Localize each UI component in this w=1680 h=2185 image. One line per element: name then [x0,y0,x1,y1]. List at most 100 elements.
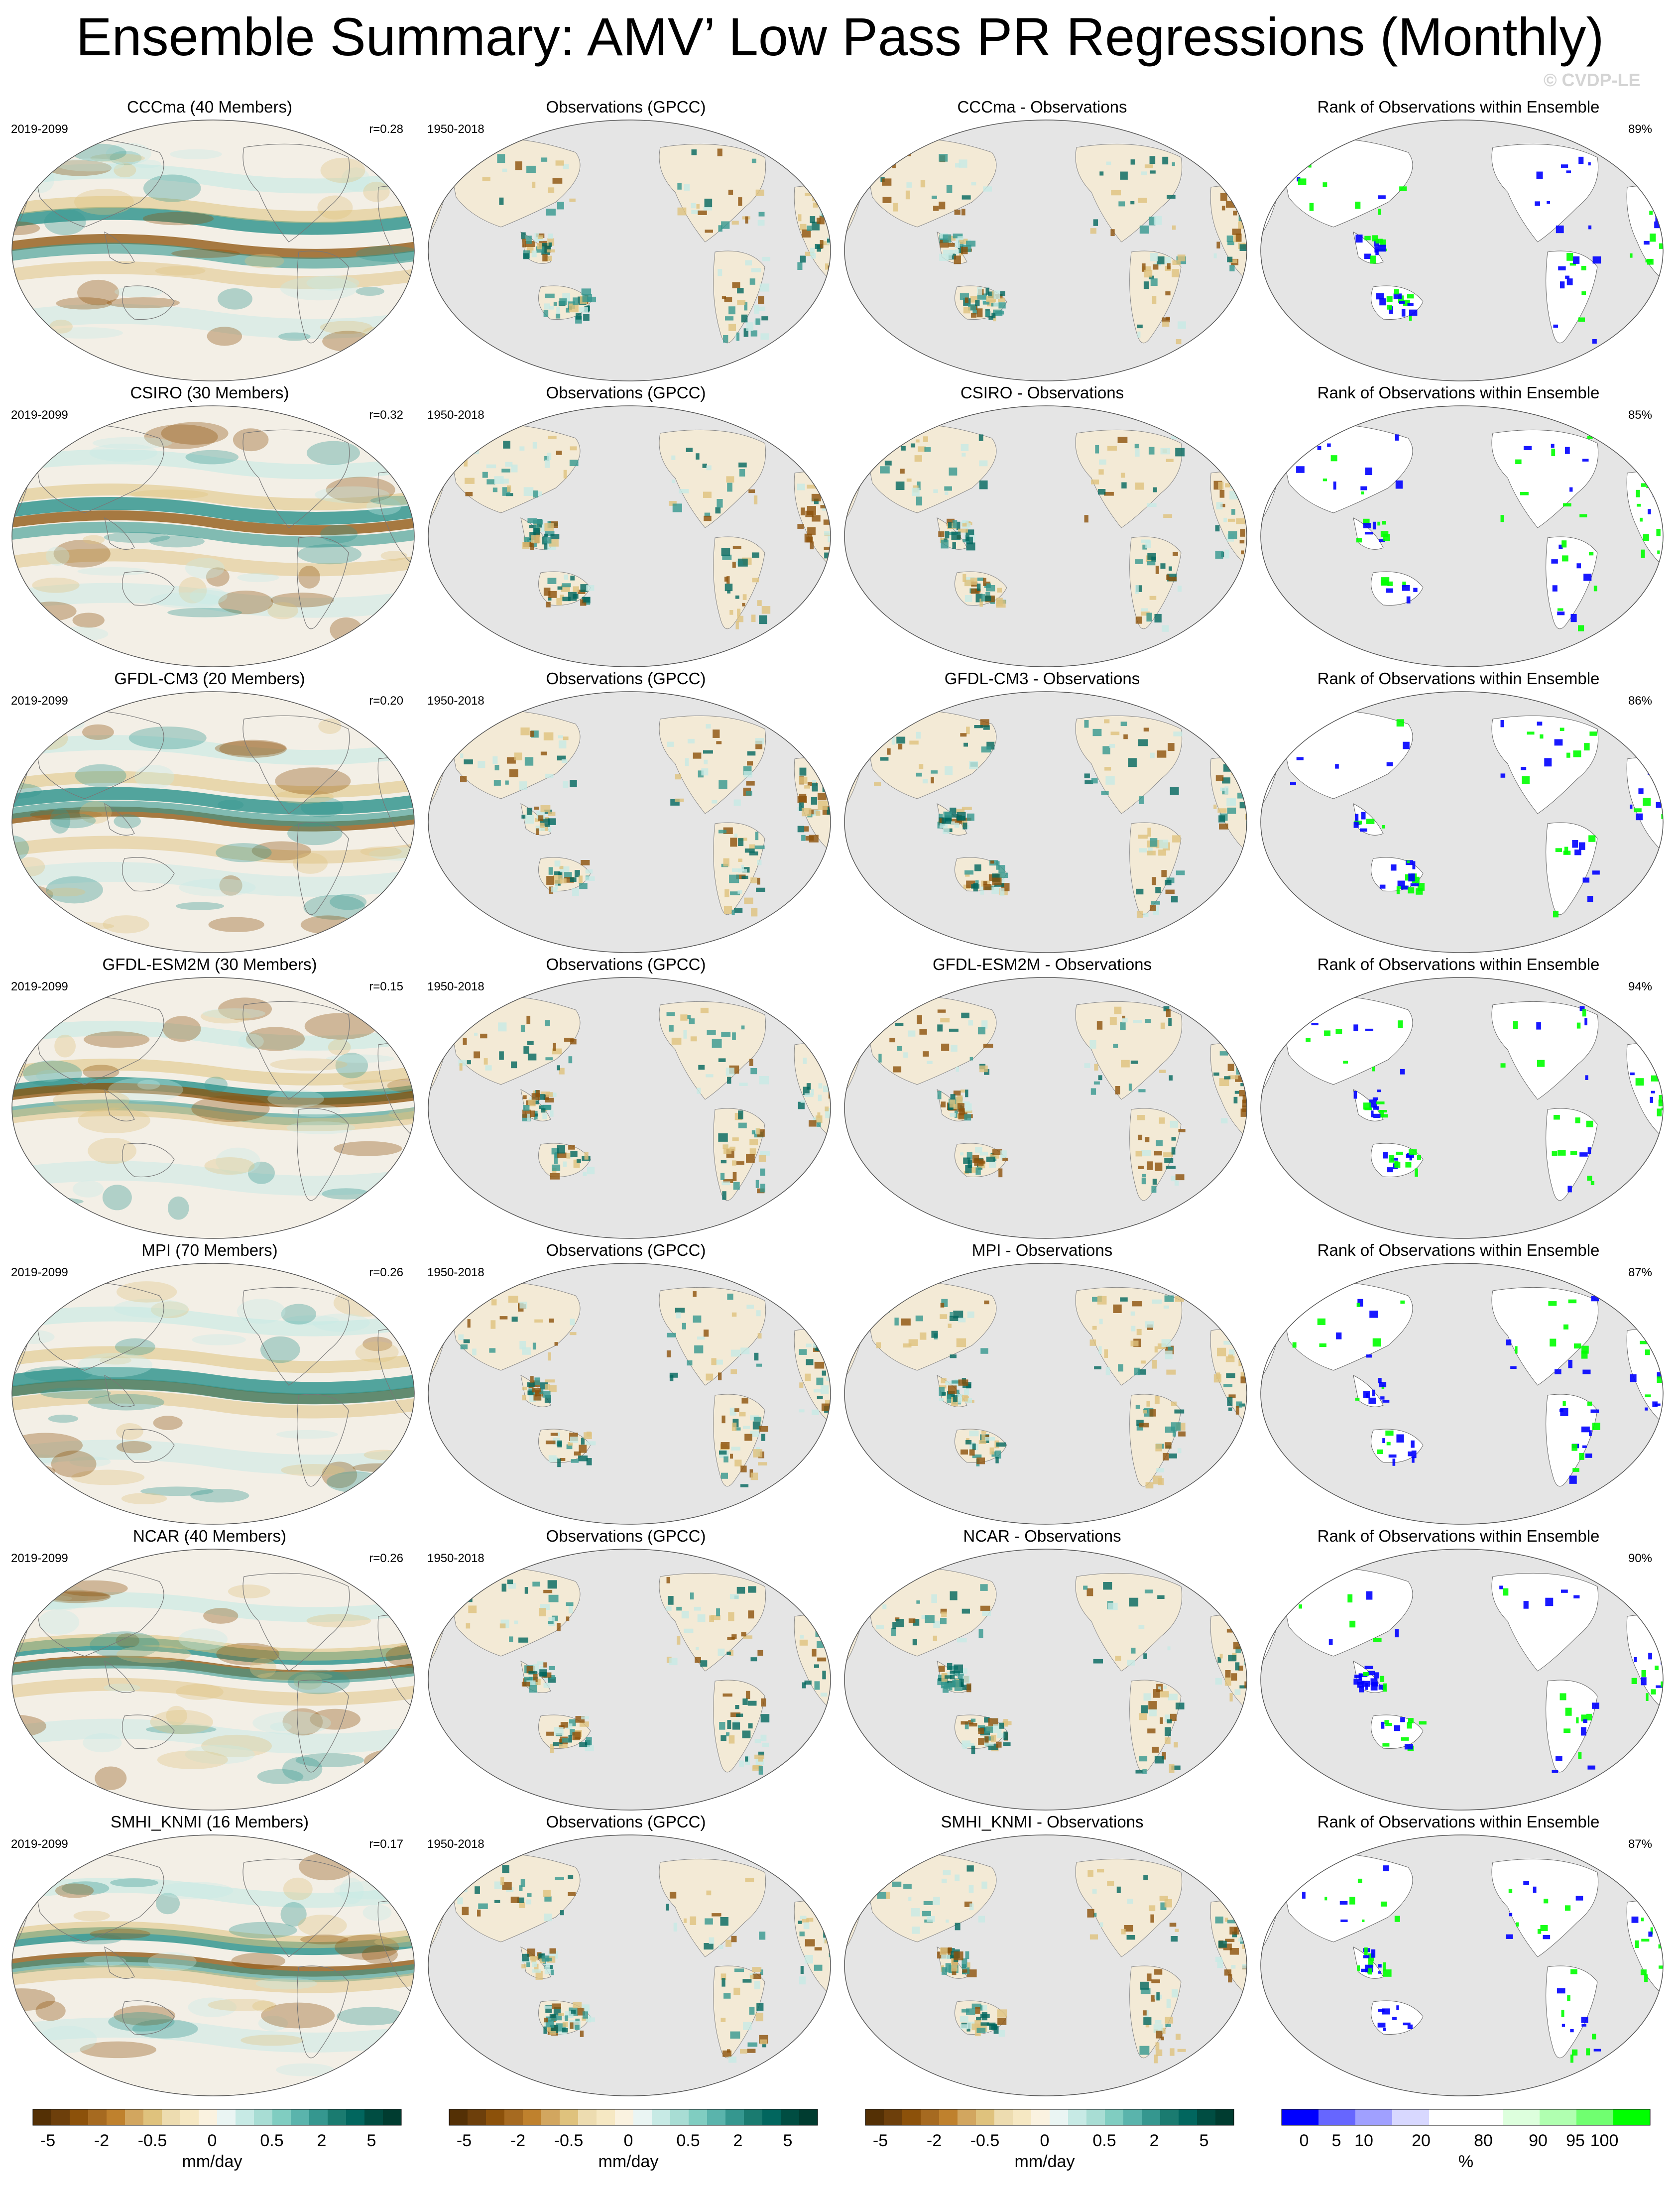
colorbar-swatch [921,2109,940,2125]
figure-title: Ensemble Summary: AMV’ Low Pass PR Regre… [76,6,1604,67]
panel-title: NCAR - Observations [963,1527,1121,1545]
diff-map-panel: MPI - Observations [836,1241,1249,1527]
colorbar-tick-label: 2 [733,2131,743,2150]
colorbar-tick-label: 5 [1331,2131,1341,2150]
panel-title: MPI (70 Members) [141,1241,278,1259]
panel-title: CCCma (40 Members) [127,98,292,116]
colorbar-tick-label: -0.5 [554,2131,584,2150]
colorbar-tick-label: -0.5 [970,2131,1000,2150]
period-label: 2019-2099 [11,122,68,136]
obs-map-panel: Observations (GPCC) 1950-2018 [419,98,833,384]
colorbar-tick-label: 0 [623,2131,633,2150]
model-map-panel: GFDL-ESM2M (30 Members) 2019-2099 r=0.15 [3,955,416,1241]
colorbar-swatch [1540,2109,1577,2125]
panel-title: SMHI_KNMI - Observations [941,1813,1144,1831]
panel-title: Observations (GPCC) [546,955,706,973]
rank-percent-label: 86% [1628,694,1652,708]
colorbar-swatch [1319,2109,1356,2125]
diff-globe-map [844,977,1247,1239]
colorbar-swatch [1355,2109,1393,2125]
diff-map-panel: SMHI_KNMI - Observations [836,1813,1249,2099]
rank-map-panel: Rank of Observations within Ensemble 90% [1252,1527,1665,1813]
colorbar-tick-label: 0 [207,2131,217,2150]
model-map-panel: CSIRO (30 Members) 2019-2099 r=0.32 [3,383,416,670]
obs-globe-map [428,405,831,667]
precip-colorbar: -5 -2 -0.5 0 0.5 2 5 mm/day [444,2107,823,2172]
model-globe-map [11,1263,415,1525]
colorbar-unit-label: mm/day [1014,2152,1075,2171]
rank-colorbar: 0 5 10 20 80 90 95 100% [1277,2107,1655,2172]
model-globe-map [11,1549,415,1811]
colorbar-swatch [504,2109,523,2125]
colorbar-swatches [32,2109,402,2126]
colorbar-unit-label: mm/day [182,2152,242,2171]
colorbar-unit-label: % [1458,2152,1474,2171]
colorbar-tick-label: 100 [1590,2131,1619,2150]
pattern-correlation-label: r=0.32 [369,408,403,422]
diff-globe-map [844,1549,1247,1811]
rank-percent-label: 94% [1628,980,1652,993]
colorbar-swatch [578,2109,597,2125]
diff-globe-map [844,120,1247,381]
precip-colorbar: -5 -2 -0.5 0 0.5 2 5 mm/day [28,2107,406,2172]
diff-map-panel: GFDL-ESM2M - Observations [836,955,1249,1241]
period-label: 1950-2018 [427,1837,484,1851]
period-label: 1950-2018 [427,1266,484,1279]
colorbar-swatch [725,2109,744,2125]
panel-title: Observations (GPCC) [546,1527,706,1545]
colorbar-swatch [976,2109,995,2125]
colorbar-swatch [162,2109,181,2125]
colorbar-swatch [217,2109,236,2125]
colorbar-swatches [449,2109,818,2126]
colorbar-swatch [939,2109,958,2125]
colorbar-swatch [1466,2109,1503,2125]
colorbar-tick-label: -5 [872,2131,888,2150]
rank-percent-label: 87% [1628,1266,1652,1279]
period-label: 1950-2018 [427,122,484,136]
rank-globe-map [1260,120,1664,381]
rank-globe-map [1260,1834,1664,2096]
model-map-panel: MPI (70 Members) 2019-2099 r=0.26 [3,1241,416,1527]
colorbar-tick-label: 5 [366,2131,376,2150]
colorbar-swatch [236,2109,254,2125]
colorbar-tick-label: 80 [1474,2131,1493,2150]
rank-map-panel: Rank of Observations within Ensemble 86% [1252,669,1665,956]
colorbar-swatch [1086,2109,1105,2125]
colorbar-tick-label: 95 [1566,2131,1585,2150]
colorbar-swatch [1031,2109,1050,2125]
model-globe-map [11,1834,415,2096]
colorbar-tick-label: -5 [40,2131,56,2150]
panel-title: Rank of Observations within Ensemble [1317,1813,1600,1831]
colorbar-swatch [70,2109,89,2125]
obs-globe-map [428,977,831,1239]
obs-map-panel: Observations (GPCC) 1950-2018 [419,1813,833,2099]
colorbar-swatch [1142,2109,1161,2125]
colorbar-swatch [1429,2109,1466,2125]
rank-map-panel: Rank of Observations within Ensemble 94% [1252,955,1665,1241]
panel-title: Rank of Observations within Ensemble [1317,955,1600,973]
panel-title: GFDL-ESM2M (30 Members) [102,955,317,973]
rank-globe-map [1260,977,1664,1239]
rank-map-panel: Rank of Observations within Ensemble 89% [1252,98,1665,384]
colorbar-swatch [272,2109,291,2125]
colorbar-swatch [364,2109,383,2125]
colorbar-tick-label: 0.5 [1092,2131,1116,2150]
rank-percent-label: 90% [1628,1552,1652,1565]
panel-title: Observations (GPCC) [546,98,706,116]
precip-colorbar: -5 -2 -0.5 0 0.5 2 5 mm/day [860,2107,1239,2172]
colorbar-swatch [1013,2109,1032,2125]
colorbar-swatch [1215,2109,1234,2125]
colorbar-swatch [143,2109,162,2125]
cvdp-watermark: © CVDP-LE [1544,70,1641,90]
diff-map-panel: NCAR - Observations [836,1527,1249,1813]
obs-globe-map [428,1549,831,1811]
model-map-panel: GFDL-CM3 (20 Members) 2019-2099 r=0.20 [3,669,416,956]
colorbar-tick-label: 90 [1529,2131,1548,2150]
colorbar-swatch [328,2109,347,2125]
colorbar-swatch [1105,2109,1124,2125]
colorbar-swatch [707,2109,726,2125]
period-label: 1950-2018 [427,1552,484,1565]
panel-title: MPI - Observations [971,1241,1113,1259]
model-map-panel: NCAR (40 Members) 2019-2099 r=0.26 [3,1527,416,1813]
panel-title: GFDL-CM3 - Observations [944,669,1140,688]
